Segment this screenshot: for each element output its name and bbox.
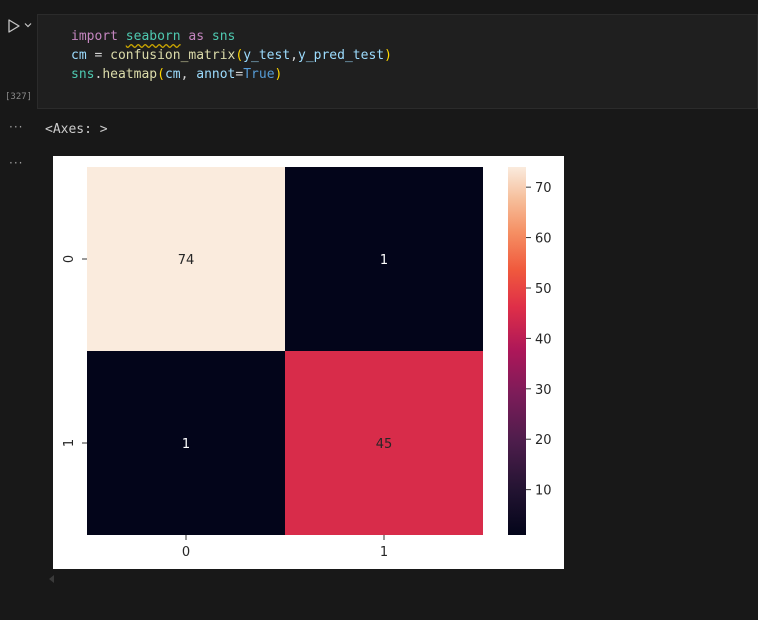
colorbar-tick-label: 20	[535, 433, 552, 448]
code-token: annot	[196, 67, 236, 82]
code-token: (	[235, 48, 244, 63]
heatmap-annotation: 45	[376, 437, 393, 452]
code-token: =	[86, 48, 111, 63]
code-token: (	[157, 67, 165, 82]
code-token: cm	[164, 67, 181, 82]
run-cell-icon[interactable]	[5, 17, 23, 35]
code-token: .	[94, 67, 103, 82]
heatmap-cell	[285, 351, 483, 535]
code-token: ,	[180, 67, 197, 82]
code-token: )	[384, 48, 392, 63]
chevron-down-icon[interactable]	[23, 20, 33, 30]
code-token: )	[274, 67, 283, 82]
heatmap-figure: 74 1 1 45 0 1 0 1 10 20 30 40 50 60 70	[53, 156, 564, 569]
code-token: y_pred_test	[298, 48, 385, 63]
colorbar-tick-label: 70	[535, 181, 552, 196]
code-token: import	[71, 29, 118, 44]
code-token: seaborn	[125, 29, 181, 44]
code-line: cm = confusion_matrix(y_test,y_pred_test…	[71, 48, 392, 63]
code-token: confusion_matrix	[110, 48, 236, 63]
colorbar-tick-label: 60	[535, 232, 552, 247]
colorbar-tick-label: 30	[535, 383, 552, 398]
heatmap-chart: 74 1 1 45 0 1 0 1 10 20 30 40 50 60 70	[62, 167, 552, 560]
execution-count: [327]	[5, 92, 33, 102]
colorbar	[508, 167, 526, 535]
colorbar-tick-label: 40	[535, 332, 552, 347]
x-tick-label: 0	[182, 545, 190, 560]
output-actions-icon[interactable]: ···	[9, 156, 24, 170]
code-line: import seaborn as sns	[71, 29, 235, 44]
heatmap-cell	[87, 167, 285, 351]
code-token: =	[235, 67, 244, 82]
code-token: sns	[71, 67, 95, 82]
code-token: as	[188, 29, 205, 44]
code-cell-editor[interactable]: import seaborn as sns cm = confusion_mat…	[37, 14, 758, 109]
output-actions-icon[interactable]: ···	[9, 120, 24, 134]
code-token: True	[243, 67, 275, 82]
x-tick-label: 1	[380, 545, 388, 560]
code-token	[118, 29, 126, 44]
code-token: y_test	[243, 48, 291, 63]
heatmap-cell	[285, 167, 483, 351]
code-token: heatmap	[102, 67, 158, 82]
heatmap-annotation: 74	[178, 253, 195, 268]
heatmap-cell	[87, 351, 285, 535]
colorbar-tick-label: 50	[535, 282, 552, 297]
code-token: ,	[290, 48, 298, 63]
heatmap-annotation: 1	[182, 437, 190, 452]
colorbar-tick-label: 10	[535, 484, 552, 499]
y-tick-label: 1	[62, 439, 77, 447]
code-line: sns.heatmap(cm, annot=True)	[71, 67, 282, 82]
code-token: cm	[71, 48, 87, 63]
output-text: <Axes: >	[45, 122, 108, 137]
y-tick-label: 0	[62, 255, 77, 263]
scroll-left-icon[interactable]	[49, 575, 55, 583]
heatmap-annotation: 1	[380, 253, 388, 268]
code-token	[204, 29, 212, 44]
code-token: sns	[211, 29, 236, 44]
